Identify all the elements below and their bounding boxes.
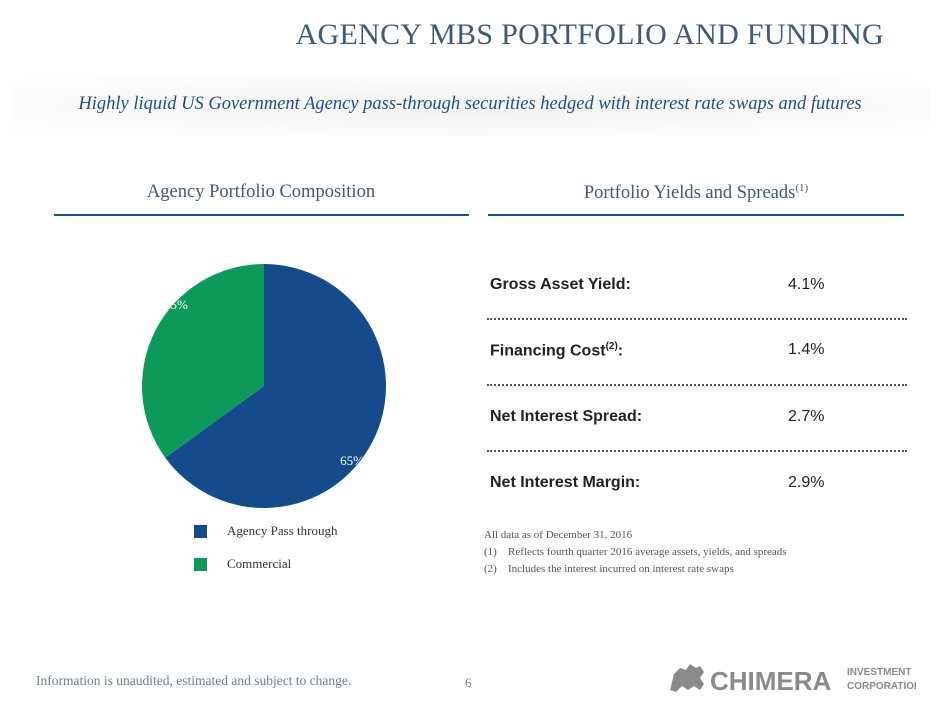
metric-row-net-interest-spread: Net Interest Spread: 2.7% <box>490 408 908 448</box>
portfolio-pie-chart: 65% 35% <box>142 264 386 509</box>
yields-spreads-heading: Portfolio Yields and Spreads(1) <box>488 182 904 204</box>
pie-slice-commercial <box>142 264 264 458</box>
pie-label-commercial: 35% <box>164 297 188 312</box>
metric-divider <box>487 318 907 320</box>
metric-divider <box>487 384 907 386</box>
footnote-1: (1) Reflects fourth quarter 2016 average … <box>484 544 787 561</box>
disclaimer: Information is unaudited, estimated and … <box>36 673 352 688</box>
metric-footnote-ref: (2) <box>605 341 618 352</box>
chimera-logo: CHIMERA INVESTMENT CORPORATION <box>670 664 916 696</box>
chimera-beast-icon <box>670 664 704 692</box>
page-number: 6 <box>465 675 472 690</box>
legend-item-commercial: Commercial <box>194 556 291 572</box>
legend-swatch-commercial <box>194 557 207 571</box>
left-heading-rule <box>54 214 469 216</box>
metric-label-text: Financing Cost <box>490 342 606 360</box>
page-title: AGENCY MBS PORTFOLIO AND FUNDING <box>295 18 884 51</box>
metric-label: Net Interest Spread: <box>490 408 643 425</box>
metric-label: Financing Cost(2): <box>490 341 623 360</box>
page-subtitle: Highly liquid US Government Agency pass-… <box>78 94 862 114</box>
metric-value: 2.7% <box>788 408 825 425</box>
legend-label-commercial: Commercial <box>227 556 292 571</box>
portfolio-composition-heading: Agency Portfolio Composition <box>54 182 468 203</box>
logo-line2-text: CORPORATION <box>847 681 916 692</box>
portfolio-composition-heading-text: Agency Portfolio Composition <box>146 182 376 202</box>
logo-brand-text: CHIMERA <box>710 666 832 696</box>
metric-value: 2.9% <box>788 474 825 491</box>
yields-spreads-heading-text: Portfolio Yields and Spreads <box>583 183 796 204</box>
yields-spreads-footnote-ref: (1) <box>795 182 809 194</box>
right-heading-rule <box>488 214 904 216</box>
metric-label: Net Interest Margin: <box>490 474 641 491</box>
logo-line1-text: INVESTMENT <box>847 667 911 678</box>
pie-label-agency-pass-through: 65% <box>340 453 364 468</box>
metric-label-colon: : <box>617 342 624 360</box>
subtitle-band <box>10 76 930 136</box>
as-of-note: All data as of December 31, 2016 <box>484 529 633 541</box>
metric-label: Gross Asset Yield: <box>490 276 631 293</box>
legend-item-agency-pass-through: Agency Pass through <box>194 523 338 539</box>
metric-row-net-interest-margin: Net Interest Margin: 2.9% <box>490 474 908 514</box>
footnote-number: (1) <box>484 546 497 558</box>
footnote-text: Includes the interest incurred on intere… <box>508 563 734 575</box>
footnote-number: (2) <box>484 563 497 575</box>
footnote-text: Reflects fourth quarter 2016 average ass… <box>508 546 787 558</box>
metric-value: 1.4% <box>788 341 825 358</box>
pie-slice-agency-pass-through <box>165 264 386 509</box>
footnotes: All data as of December 31, 2016 (1) Refl… <box>484 527 787 578</box>
footnote-2: (2) Includes the interest incurred on int… <box>484 561 787 578</box>
metric-divider <box>487 450 907 452</box>
legend-swatch-agency-pass-through <box>194 524 207 538</box>
legend-label-agency-pass-through: Agency Pass through <box>227 523 338 538</box>
metric-value: 4.1% <box>788 276 825 293</box>
metric-row-financing-cost: Financing Cost(2): 1.4% <box>490 341 908 381</box>
metric-row-gross-asset-yield: Gross Asset Yield: 4.1% <box>490 276 908 316</box>
